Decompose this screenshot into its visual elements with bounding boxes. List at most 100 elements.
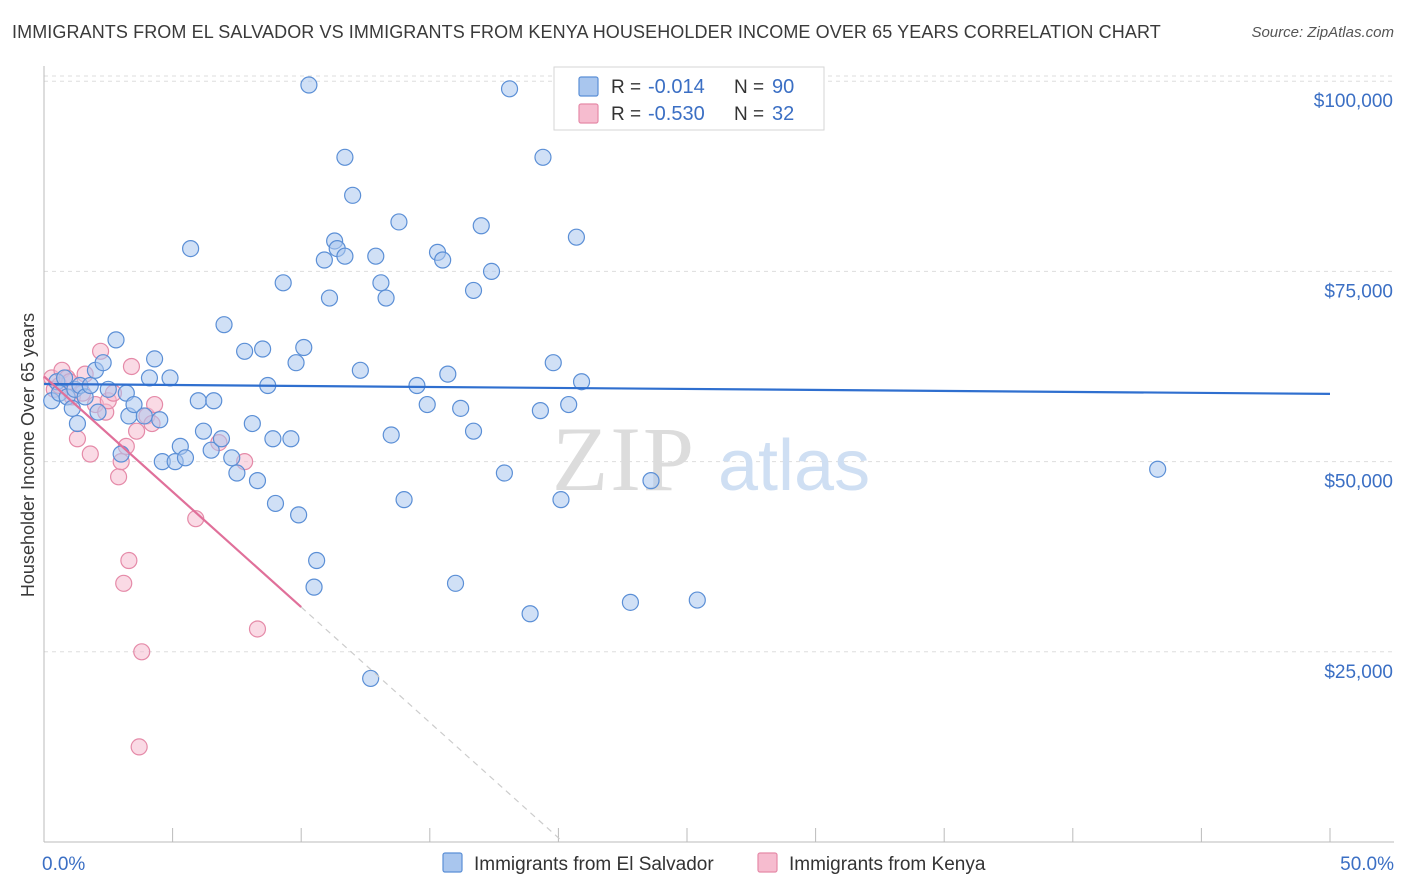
- el_salvador-point: [290, 506, 308, 524]
- el_salvador-point: [367, 247, 385, 265]
- chart-title: IMMIGRANTS FROM EL SALVADOR VS IMMIGRANT…: [12, 22, 1161, 42]
- el_salvador-point: [472, 217, 490, 235]
- el_salvador-point: [567, 228, 586, 246]
- el_salvador-point: [390, 213, 408, 231]
- y-tick-label: $25,000: [1324, 662, 1393, 683]
- el_salvador-point: [418, 395, 436, 414]
- el_salvador-point: [212, 430, 231, 448]
- kenya-point: [145, 395, 164, 414]
- bottom-legend-swatch-el-salvador: [442, 852, 463, 873]
- legend-r-label-el-salvador: R =: [611, 77, 641, 98]
- kenya-point: [130, 738, 148, 756]
- legend-n-value-kenya: 32: [772, 103, 794, 125]
- grid-layer: [44, 75, 1394, 653]
- el_salvador-point: [282, 430, 300, 448]
- kenya-point: [122, 357, 141, 376]
- kenya-point: [115, 574, 133, 592]
- el_salvador-point: [182, 239, 200, 258]
- el_salvador-point: [112, 445, 130, 463]
- el_salvador-point: [81, 376, 99, 395]
- el_salvador-trend-line: [43, 382, 1331, 395]
- kenya-point: [133, 643, 151, 661]
- legend-n-value-el-salvador: 90: [772, 76, 794, 98]
- el_salvador-point: [372, 274, 390, 292]
- el_salvador-point: [464, 281, 483, 300]
- el_salvador-point: [521, 605, 539, 623]
- legend-box: [553, 66, 825, 131]
- el_salvador-point: [621, 593, 640, 611]
- series-legend: Immigrants from El Salvador Immigrants f…: [442, 852, 986, 875]
- el_salvador-point: [266, 494, 285, 513]
- legend-r-value-kenya: -0.530: [648, 103, 705, 125]
- y-axis-label: Householder Income Over 65 years: [18, 313, 38, 597]
- el_salvador-point: [55, 369, 74, 387]
- el_salvador-point: [94, 354, 112, 372]
- el_salvador-point: [205, 392, 223, 410]
- bottom-legend-label-kenya: Immigrants from Kenya: [789, 854, 986, 875]
- kenya-point: [248, 620, 267, 638]
- el_salvador-point: [439, 365, 457, 383]
- kenya-point: [127, 422, 146, 440]
- watermark-atlas: atlas: [718, 426, 870, 506]
- el_salvador-point: [140, 369, 159, 387]
- legend-r-label-kenya: R =: [611, 104, 641, 125]
- el_salvador-point: [572, 373, 591, 391]
- el_salvador-point: [552, 491, 570, 509]
- x-tick-label: 0.0%: [42, 854, 85, 875]
- el_salvador-point: [351, 361, 369, 379]
- legend-n-label-kenya: N =: [734, 104, 764, 125]
- legend-swatch-el-salvador: [578, 76, 599, 97]
- el_salvador-point: [531, 402, 549, 420]
- el_salvador-point: [295, 338, 313, 357]
- kenya-trend-extension: [300, 606, 564, 843]
- el_salvador-point: [336, 148, 354, 166]
- el_salvador-point: [135, 407, 153, 425]
- legend-n-label-el-salvador: N =: [734, 77, 764, 98]
- el_salvador-point: [688, 591, 706, 609]
- el_salvador-point: [264, 430, 282, 448]
- kenya-point: [120, 551, 138, 570]
- el_salvador-point: [236, 342, 254, 360]
- el_salvador-point: [495, 464, 513, 482]
- el_salvador-point: [362, 669, 380, 688]
- y-tick-label: $75,000: [1324, 281, 1393, 302]
- el-salvador-points: [43, 76, 1167, 688]
- el_salvador-point: [125, 395, 143, 414]
- el_salvador-point: [223, 449, 241, 467]
- el_salvador-point: [202, 441, 220, 459]
- el_salvador-point: [274, 274, 292, 292]
- el_salvador-point: [308, 551, 326, 570]
- watermark: ZIP atlas: [552, 408, 870, 510]
- el_salvador-point: [395, 491, 413, 509]
- el_salvador-point: [107, 331, 125, 349]
- el_salvador-point: [189, 392, 207, 410]
- el_salvador-point: [452, 399, 470, 417]
- el_salvador-point: [254, 340, 272, 358]
- legend-swatch-kenya: [578, 103, 599, 124]
- el_salvador-point: [500, 80, 519, 98]
- bottom-legend-swatch-kenya: [757, 852, 778, 873]
- kenya-point: [109, 468, 128, 486]
- el_salvador-point: [215, 316, 233, 334]
- x-tick-label: 50.0%: [1340, 854, 1394, 875]
- el_salvador-point: [446, 574, 465, 592]
- trend-lines: [43, 375, 1331, 843]
- el_salvador-point: [534, 148, 552, 166]
- watermark-zip: ZIP: [552, 408, 696, 510]
- kenya-point: [81, 445, 99, 463]
- el_salvador-point: [344, 186, 362, 204]
- el_salvador-point: [151, 411, 169, 429]
- legend-r-value-el-salvador: -0.014: [648, 76, 705, 98]
- el_salvador-point: [248, 472, 267, 490]
- el_salvador-point: [176, 449, 195, 467]
- el_salvador-point: [68, 414, 87, 433]
- source-credit: Source: ZipAtlas.com: [1251, 24, 1394, 41]
- kenya-trend-line: [43, 375, 302, 608]
- el_salvador-point: [377, 289, 395, 307]
- el_salvador-point: [408, 376, 426, 395]
- el_salvador-point: [161, 369, 179, 387]
- correlation-legend: R = -0.014 N = 90 R = -0.530 N = 32: [553, 66, 825, 131]
- el_salvador-point: [482, 262, 501, 281]
